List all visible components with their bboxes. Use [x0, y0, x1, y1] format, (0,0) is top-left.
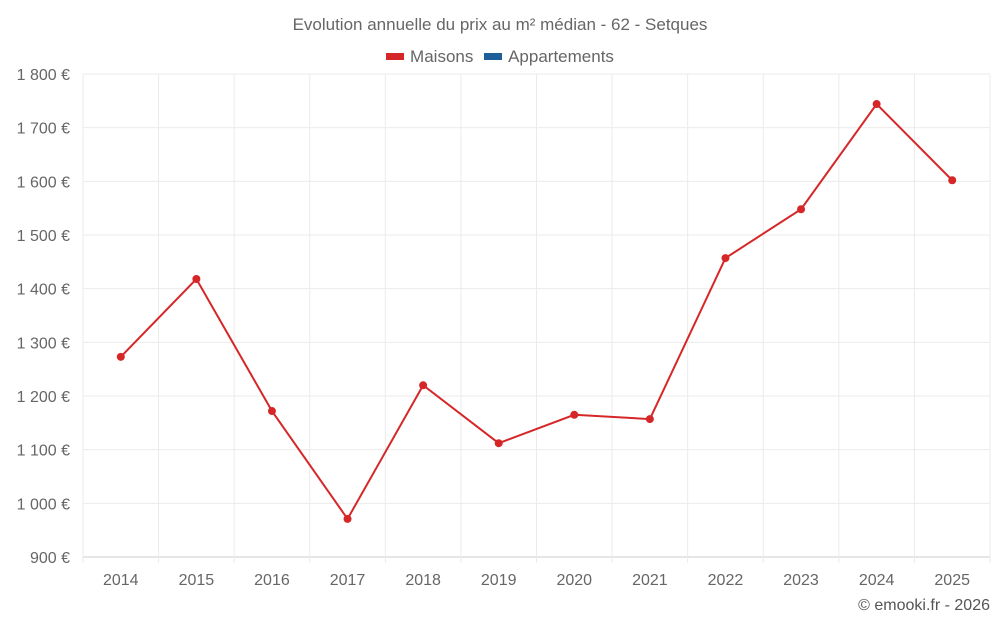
data-point [419, 381, 428, 390]
y-tick-label: 1 600 € [17, 174, 70, 191]
data-point [721, 254, 730, 263]
legend-label-appartements: Appartements [508, 46, 614, 66]
x-tick-label: 2015 [179, 572, 215, 589]
x-tick-label: 2024 [859, 572, 895, 589]
legend: Maisons Appartements [0, 45, 1000, 67]
y-tick-label: 1 100 € [17, 443, 70, 460]
x-tick-label: 2016 [254, 572, 290, 589]
data-point [797, 205, 806, 214]
data-point [116, 352, 125, 361]
y-tick-label: 1 700 € [17, 121, 70, 138]
x-tick-label: 2023 [783, 572, 819, 589]
x-tick-label: 2021 [632, 572, 668, 589]
y-tick-label: 1 300 € [17, 335, 70, 352]
x-tick-label: 2018 [405, 572, 441, 589]
legend-label-maisons: Maisons [410, 46, 474, 66]
series-line-maisons [120, 102, 953, 521]
data-point [192, 275, 201, 284]
y-tick-label: 1 200 € [17, 389, 70, 406]
x-tick-label: 2014 [103, 572, 139, 589]
legend-swatch-maisons [386, 53, 405, 60]
x-tick-label: 2019 [481, 572, 517, 589]
data-point [872, 100, 881, 109]
data-point [570, 410, 579, 419]
x-tick-label: 2022 [708, 572, 744, 589]
y-tick-label: 900 € [30, 550, 70, 567]
y-tick-label: 1 000 € [17, 496, 70, 513]
y-tick-label: 1 800 € [17, 67, 70, 84]
data-point [948, 176, 957, 185]
x-tick-label: 2025 [934, 572, 970, 589]
y-tick-label: 1 400 € [17, 282, 70, 299]
data-point [494, 439, 503, 448]
x-tick-label: 2017 [330, 572, 366, 589]
y-tick-label: 1 500 € [17, 228, 70, 245]
credit: © emooki.fr - 2026 [858, 597, 990, 614]
x-tick-label: 2020 [556, 572, 592, 589]
chart-title: Evolution annuelle du prix au m² médian … [292, 15, 708, 34]
legend-swatch-appartements [484, 53, 503, 60]
legend-item-appartements[interactable]: Appartements [484, 47, 614, 67]
legend-item-maisons[interactable]: Maisons [386, 47, 473, 67]
data-point [267, 407, 276, 416]
data-point [343, 514, 352, 523]
data-point [645, 415, 654, 424]
